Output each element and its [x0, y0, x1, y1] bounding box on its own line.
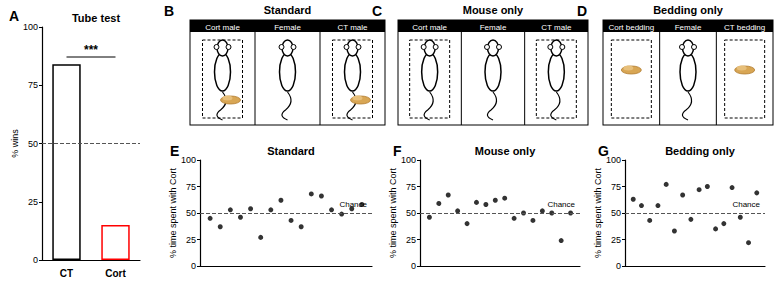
svg-text:B: B	[164, 3, 174, 19]
svg-text:100: 100	[23, 22, 38, 32]
svg-text:0: 0	[33, 255, 38, 265]
svg-text:75: 75	[406, 182, 416, 192]
svg-text:25: 25	[186, 235, 196, 245]
svg-text:A: A	[9, 8, 19, 24]
svg-text:***: ***	[84, 43, 98, 57]
svg-text:25: 25	[406, 235, 416, 245]
svg-text:CT: CT	[60, 268, 73, 279]
svg-text:75: 75	[28, 80, 38, 90]
svg-text:50: 50	[611, 208, 621, 218]
svg-text:Chance: Chance	[547, 200, 575, 209]
svg-text:Cort bedding: Cort bedding	[608, 23, 654, 32]
svg-text:100: 100	[606, 155, 621, 165]
svg-text:75: 75	[186, 182, 196, 192]
svg-text:Bedding only: Bedding only	[665, 145, 736, 157]
svg-text:F: F	[393, 143, 402, 159]
svg-text:D: D	[577, 3, 587, 19]
svg-text:Chance: Chance	[732, 200, 760, 209]
svg-text:Tube test: Tube test	[72, 12, 120, 24]
svg-text:% time spent with Cort: % time spent with Cort	[388, 167, 398, 258]
svg-text:CT male: CT male	[541, 23, 572, 32]
svg-text:Cort: Cort	[105, 268, 126, 279]
svg-text:0: 0	[616, 261, 621, 271]
svg-text:% time spent with Cort: % time spent with Cort	[168, 167, 178, 258]
svg-text:Chance: Chance	[339, 200, 367, 209]
svg-text:Female: Female	[274, 23, 301, 32]
svg-text:25: 25	[28, 197, 38, 207]
svg-text:50: 50	[406, 208, 416, 218]
svg-text:Mouse only: Mouse only	[475, 145, 536, 157]
svg-text:Female: Female	[480, 23, 507, 32]
svg-text:100: 100	[401, 155, 416, 165]
svg-text:% wins: % wins	[10, 129, 20, 158]
svg-text:Bedding only: Bedding only	[653, 4, 724, 16]
svg-text:G: G	[598, 143, 609, 159]
svg-text:Cort male: Cort male	[205, 23, 240, 32]
svg-text:100: 100	[181, 155, 196, 165]
svg-text:75: 75	[611, 182, 621, 192]
svg-text:Standard: Standard	[267, 145, 315, 157]
svg-text:Standard: Standard	[264, 4, 312, 16]
svg-text:25: 25	[611, 235, 621, 245]
svg-text:0: 0	[191, 261, 196, 271]
svg-text:CT bedding: CT bedding	[724, 23, 765, 32]
svg-text:50: 50	[186, 208, 196, 218]
svg-text:Mouse only: Mouse only	[463, 4, 524, 16]
svg-text:CT male: CT male	[337, 23, 368, 32]
svg-text:% time spent with Cort: % time spent with Cort	[593, 167, 603, 258]
svg-text:0: 0	[411, 261, 416, 271]
svg-text:C: C	[372, 3, 382, 19]
svg-text:Cort male: Cort male	[412, 23, 447, 32]
svg-text:Female: Female	[675, 23, 702, 32]
svg-text:50: 50	[28, 139, 38, 149]
svg-text:E: E	[170, 143, 179, 159]
